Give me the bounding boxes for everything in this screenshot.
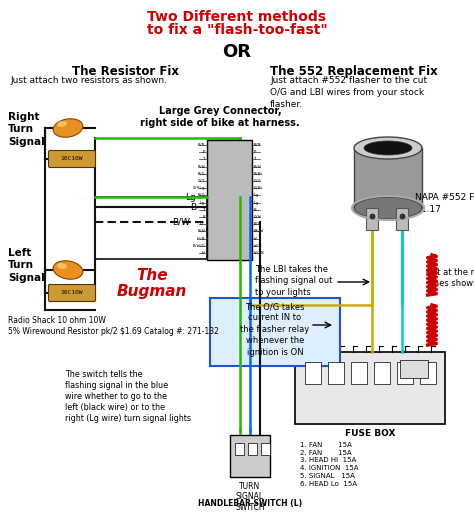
Text: Two Different methods: Two Different methods xyxy=(147,10,327,24)
Text: FUSE BOX: FUSE BOX xyxy=(345,429,395,438)
Text: B/R: B/R xyxy=(198,143,205,147)
Text: The Resistor Fix: The Resistor Fix xyxy=(72,65,179,78)
Text: T: T xyxy=(202,157,205,162)
Text: O/VLg: O/VLg xyxy=(192,186,205,190)
Ellipse shape xyxy=(354,137,422,159)
Text: O/Y: O/Y xyxy=(198,179,205,183)
Bar xyxy=(400,360,428,378)
Text: W/B: W/B xyxy=(198,236,205,241)
Text: The switch tells the
flashing signal in the blue
wire whether to go to the
left : The switch tells the flashing signal in … xyxy=(65,370,191,423)
Bar xyxy=(328,362,344,384)
Bar xyxy=(354,148,422,208)
Bar xyxy=(351,362,367,384)
Text: Lg: Lg xyxy=(185,192,196,201)
Text: O/BL: O/BL xyxy=(254,186,264,190)
Bar xyxy=(374,362,390,384)
Text: Right
Turn
Signal: Right Turn Signal xyxy=(8,112,45,147)
Text: NAPA #552 Flasher
$1.17: NAPA #552 Flasher $1.17 xyxy=(415,193,474,213)
Text: B: B xyxy=(254,208,256,212)
Text: Just attach two resistors as shown.: Just attach two resistors as shown. xyxy=(10,76,167,85)
Text: B/R: B/R xyxy=(254,143,262,147)
Text: B: B xyxy=(202,215,205,219)
Text: Large Grey Connector,
right side of bike at harness.: Large Grey Connector, right side of bike… xyxy=(140,107,300,128)
FancyBboxPatch shape xyxy=(48,285,95,302)
Bar xyxy=(295,352,445,424)
Bar xyxy=(420,362,436,384)
Ellipse shape xyxy=(354,197,422,219)
Bar xyxy=(210,298,340,366)
Text: The
Bugman: The Bugman xyxy=(117,268,187,299)
Text: W/G: W/G xyxy=(254,244,262,248)
Text: W/BK: W/BK xyxy=(254,251,264,255)
Text: B/W: B/W xyxy=(254,222,262,226)
Ellipse shape xyxy=(53,119,83,137)
Text: B: B xyxy=(190,202,196,211)
Bar xyxy=(95,197,207,259)
Text: Just attach #552 flasher to the cut
O/G and LBI wires from your stock
flasher.: Just attach #552 flasher to the cut O/G … xyxy=(270,76,427,109)
Ellipse shape xyxy=(57,263,67,269)
FancyBboxPatch shape xyxy=(366,208,378,230)
Text: BK/W: BK/W xyxy=(254,229,264,233)
Text: HANDLEBAR SWITCH (L): HANDLEBAR SWITCH (L) xyxy=(198,499,302,508)
Text: T: T xyxy=(254,157,256,162)
Text: R/W/G: R/W/G xyxy=(192,244,205,248)
Text: The 552 Replacement Fix: The 552 Replacement Fix xyxy=(270,65,438,78)
Text: Lg: Lg xyxy=(200,200,205,205)
Text: Lg: Lg xyxy=(254,200,259,205)
Text: B/W: B/W xyxy=(172,217,190,226)
Text: O/W: O/W xyxy=(254,215,262,219)
Text: R/BL: R/BL xyxy=(254,172,264,176)
Text: Radio Shack 10 ohm 10W
5% Wirewound Resistor pk/2 $1.69 Catalog #: 271-132: Radio Shack 10 ohm 10W 5% Wirewound Resi… xyxy=(8,316,219,336)
Text: TURN
SIGNAL
SWITCH: TURN SIGNAL SWITCH xyxy=(235,482,265,512)
Bar xyxy=(248,443,257,455)
Text: B/W: B/W xyxy=(198,229,205,233)
Bar xyxy=(261,443,270,455)
Text: P: P xyxy=(254,150,256,154)
Text: W: W xyxy=(254,236,256,241)
Bar xyxy=(230,435,270,477)
Text: 10C10W: 10C10W xyxy=(61,290,83,296)
Ellipse shape xyxy=(57,121,67,127)
FancyBboxPatch shape xyxy=(48,151,95,167)
Text: Cut at the red
lines shown.: Cut at the red lines shown. xyxy=(426,268,474,288)
Text: The LBI takes the
flashing signal out
to your lights: The LBI takes the flashing signal out to… xyxy=(255,265,332,297)
Text: W: W xyxy=(202,251,205,255)
Text: 1. FAN       15A
2. FAN       15A
3. HEAD HI  15A
4. IGNITION  15A
5. SIGNAL   1: 1. FAN 15A 2. FAN 15A 3. HEAD HI 15A 4. … xyxy=(300,442,358,487)
Ellipse shape xyxy=(364,141,412,155)
Bar xyxy=(235,443,244,455)
Text: O/: O/ xyxy=(200,222,205,226)
Text: 10C10W: 10C10W xyxy=(61,156,83,162)
Text: T: T xyxy=(202,208,205,212)
Text: R/W: R/W xyxy=(254,165,262,169)
FancyBboxPatch shape xyxy=(396,208,408,230)
Text: R/G: R/G xyxy=(198,172,205,176)
Bar xyxy=(207,140,252,260)
Text: The O/G takes
current IN to
the flasher relay
whenever the
ignition is ON: The O/G takes current IN to the flasher … xyxy=(240,302,310,357)
Text: Lg: Lg xyxy=(254,193,259,197)
Bar xyxy=(397,362,413,384)
Text: P: P xyxy=(202,150,205,154)
Bar xyxy=(305,362,321,384)
Text: Left
Turn
Signal: Left Turn Signal xyxy=(8,248,45,283)
Text: B/G: B/G xyxy=(198,193,205,197)
Text: O/G: O/G xyxy=(254,179,262,183)
Text: OR: OR xyxy=(222,43,252,61)
Text: to fix a "flash-too-fast": to fix a "flash-too-fast" xyxy=(146,23,328,37)
Text: R/W: R/W xyxy=(198,165,205,169)
Ellipse shape xyxy=(53,261,83,279)
